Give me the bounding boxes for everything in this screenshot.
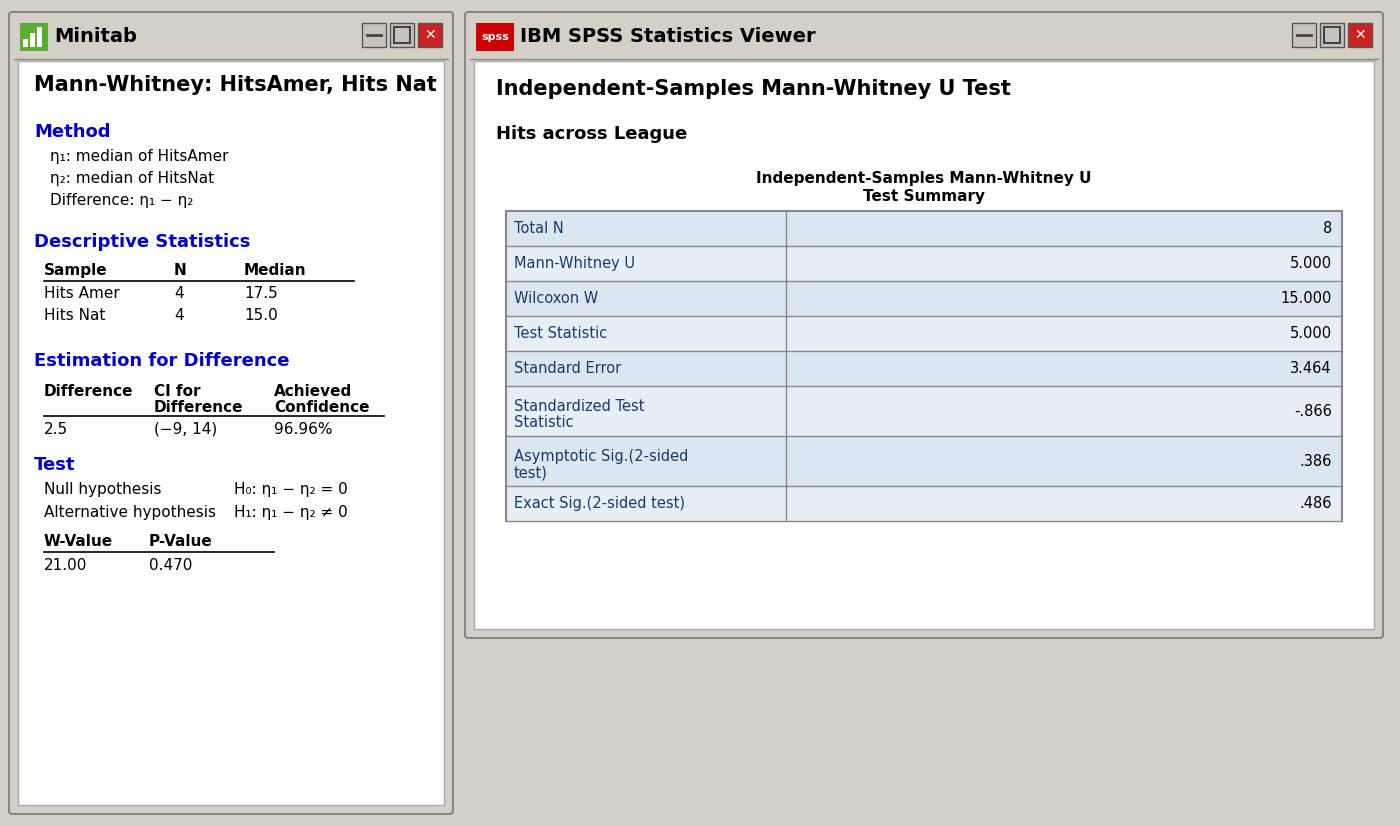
Bar — [505, 351, 1343, 386]
Bar — [20, 23, 48, 51]
Bar — [505, 386, 1343, 436]
Text: N: N — [174, 263, 186, 278]
Text: Hits across League: Hits across League — [496, 125, 687, 143]
Text: η₂: median of HitsNat: η₂: median of HitsNat — [50, 171, 214, 186]
Text: Test Statistic: Test Statistic — [514, 326, 608, 341]
Text: H₀: η₁ − η₂ = 0: H₀: η₁ − η₂ = 0 — [234, 482, 347, 497]
Text: IBM SPSS Statistics Viewer: IBM SPSS Statistics Viewer — [519, 27, 816, 46]
Bar — [1320, 23, 1344, 47]
Text: Total N: Total N — [514, 221, 564, 236]
Bar — [36, 27, 42, 47]
Text: Test: Test — [34, 456, 76, 474]
Text: Test Summary: Test Summary — [862, 189, 986, 204]
Text: ✕: ✕ — [1354, 28, 1366, 42]
Text: Wilcoxon W: Wilcoxon W — [514, 291, 598, 306]
Text: 15.0: 15.0 — [244, 308, 277, 323]
Text: Standardized Test: Standardized Test — [514, 399, 644, 414]
Text: Achieved: Achieved — [274, 384, 353, 399]
Text: Descriptive Statistics: Descriptive Statistics — [34, 233, 251, 251]
Text: Method: Method — [34, 123, 111, 141]
Text: (−9, 14): (−9, 14) — [154, 422, 217, 437]
Text: .486: .486 — [1299, 496, 1331, 511]
Text: Standard Error: Standard Error — [514, 361, 622, 376]
Bar — [505, 211, 1343, 246]
Bar — [18, 61, 444, 805]
Text: Minitab: Minitab — [55, 27, 137, 46]
Text: 17.5: 17.5 — [244, 286, 277, 301]
Text: Difference: Difference — [154, 400, 244, 415]
Text: Null hypothesis: Null hypothesis — [43, 482, 161, 497]
Text: 5.000: 5.000 — [1289, 256, 1331, 271]
Text: Mann-Whitney U: Mann-Whitney U — [514, 256, 636, 271]
Text: Exact Sig.(2-sided test): Exact Sig.(2-sided test) — [514, 496, 685, 511]
Bar — [1324, 27, 1340, 43]
Text: 2.5: 2.5 — [43, 422, 69, 437]
Text: Sample: Sample — [43, 263, 108, 278]
Text: 0.470: 0.470 — [148, 558, 192, 573]
Bar — [29, 33, 35, 47]
Bar — [470, 17, 1378, 59]
Text: Hits Nat: Hits Nat — [43, 308, 105, 323]
Bar — [393, 27, 410, 43]
Text: 8: 8 — [1323, 221, 1331, 236]
Bar — [476, 23, 514, 51]
Text: CI for: CI for — [154, 384, 200, 399]
Text: η₁: median of HitsAmer: η₁: median of HitsAmer — [50, 149, 228, 164]
Bar — [505, 246, 1343, 281]
Bar — [1348, 23, 1372, 47]
Text: Independent-Samples Mann-Whitney U Test: Independent-Samples Mann-Whitney U Test — [496, 79, 1011, 99]
Text: Difference: Difference — [43, 384, 133, 399]
Bar — [419, 23, 442, 47]
Bar — [1292, 23, 1316, 47]
Text: Alternative hypothesis: Alternative hypothesis — [43, 505, 216, 520]
Text: 21.00: 21.00 — [43, 558, 87, 573]
FancyBboxPatch shape — [8, 12, 454, 814]
Text: 5.000: 5.000 — [1289, 326, 1331, 341]
Text: test): test) — [514, 465, 547, 480]
Text: 4: 4 — [174, 308, 183, 323]
Text: -.866: -.866 — [1294, 403, 1331, 419]
Bar — [475, 61, 1373, 629]
Text: Median: Median — [244, 263, 307, 278]
Bar — [505, 436, 1343, 486]
Bar — [391, 23, 414, 47]
Bar — [505, 486, 1343, 521]
Text: Mann-Whitney: HitsAmer, Hits Nat: Mann-Whitney: HitsAmer, Hits Nat — [34, 75, 437, 95]
Text: 96.96%: 96.96% — [274, 422, 333, 437]
Text: Difference: η₁ − η₂: Difference: η₁ − η₂ — [50, 193, 193, 208]
Text: spss: spss — [482, 32, 508, 42]
Text: Confidence: Confidence — [274, 400, 370, 415]
Text: Statistic: Statistic — [514, 415, 574, 430]
Bar — [14, 17, 448, 59]
Text: .386: .386 — [1299, 453, 1331, 468]
Bar — [363, 23, 386, 47]
Text: ✕: ✕ — [424, 28, 435, 42]
Text: Asymptotic Sig.(2-sided: Asymptotic Sig.(2-sided — [514, 449, 689, 464]
Text: Independent-Samples Mann-Whitney U: Independent-Samples Mann-Whitney U — [756, 171, 1092, 186]
Text: 15.000: 15.000 — [1281, 291, 1331, 306]
Text: P-Value: P-Value — [148, 534, 213, 549]
Bar — [505, 281, 1343, 316]
Text: W-Value: W-Value — [43, 534, 113, 549]
Text: H₁: η₁ − η₂ ≠ 0: H₁: η₁ − η₂ ≠ 0 — [234, 505, 347, 520]
Bar — [505, 316, 1343, 351]
Text: Hits Amer: Hits Amer — [43, 286, 120, 301]
Text: Estimation for Difference: Estimation for Difference — [34, 352, 290, 370]
Text: 3.464: 3.464 — [1291, 361, 1331, 376]
FancyBboxPatch shape — [465, 12, 1383, 638]
Bar — [22, 39, 28, 47]
Text: 4: 4 — [174, 286, 183, 301]
